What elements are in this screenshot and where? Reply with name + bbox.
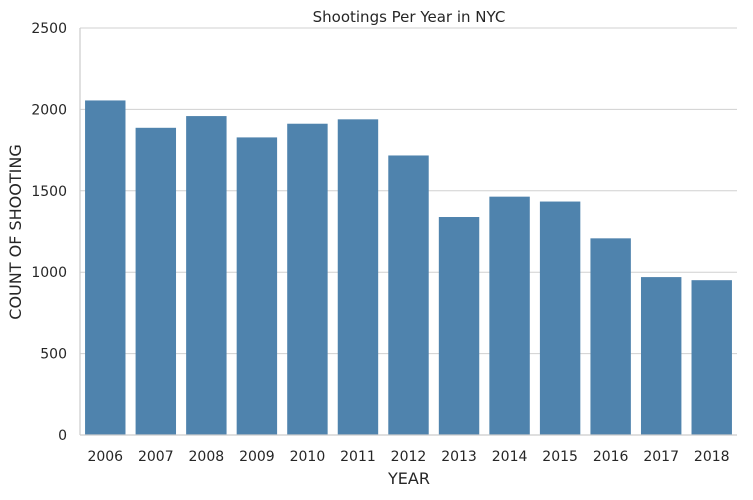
x-tick-label: 2016 [593, 449, 629, 465]
x-tick-label: 2018 [694, 449, 730, 465]
bar-2018 [691, 280, 732, 435]
bar-2011 [337, 119, 379, 435]
bar-2008 [186, 116, 227, 435]
x-tick-label: 2017 [643, 449, 679, 465]
y-axis-label: COUNT OF SHOOTING [6, 144, 25, 319]
x-tick-label: 2011 [340, 449, 376, 465]
x-tick-label: 2010 [290, 449, 326, 465]
x-tick-label: 2006 [87, 449, 123, 465]
y-tick-labels: 0 500 1000 1500 2000 2500 [31, 21, 67, 444]
bar-2016 [590, 238, 631, 435]
bar-2014 [489, 196, 530, 435]
chart-title: Shootings Per Year in NYC [313, 8, 506, 26]
x-tick-label: 2015 [542, 449, 578, 465]
x-axis-label: YEAR [387, 469, 430, 488]
x-tick-label: 2007 [138, 449, 174, 465]
y-tick-label: 0 [58, 428, 67, 444]
y-tick-label: 500 [40, 347, 67, 363]
x-tick-label: 2009 [239, 449, 275, 465]
bar-2006 [85, 100, 126, 436]
x-tick-label: 2012 [391, 449, 427, 465]
x-tick-label: 2014 [492, 449, 528, 465]
bar-2013 [438, 217, 480, 435]
bars [85, 100, 732, 436]
bar-2007 [135, 127, 177, 436]
bar-2009 [236, 137, 278, 435]
bar-2010 [287, 123, 328, 435]
x-tick-labels: 2006 2007 2008 2009 2010 2011 2012 2013 2014 2015… [87, 449, 729, 465]
x-tick-label: 2013 [441, 449, 477, 465]
x-tick-label: 2008 [189, 449, 225, 465]
y-tick-label: 2000 [31, 102, 67, 118]
bar-2012 [388, 155, 429, 435]
y-tick-label: 1000 [31, 265, 67, 281]
bar-2015 [539, 201, 581, 435]
y-tick-label: 1500 [31, 184, 67, 200]
bar-2017 [640, 277, 682, 435]
y-tick-label: 2500 [31, 21, 67, 37]
